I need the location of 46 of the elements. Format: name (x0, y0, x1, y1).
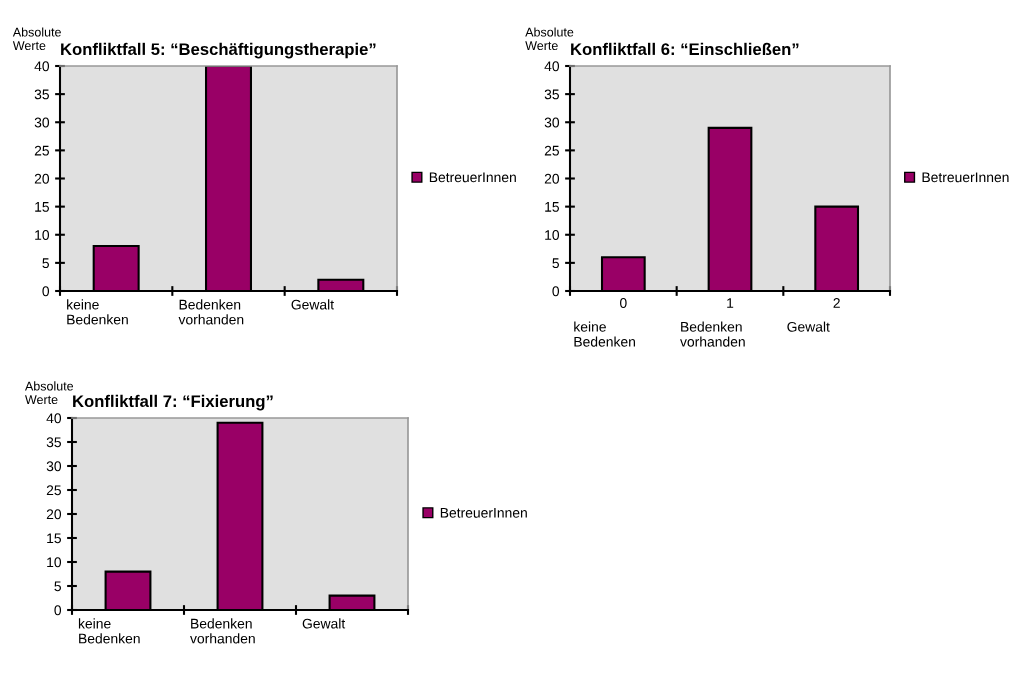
y-tick-label: 40 (544, 61, 560, 72)
y-axis-title: Absolute Werte (12, 27, 61, 51)
y-axis-title: Absolute Werte (24, 381, 74, 405)
y-tick-label: 10 (545, 230, 560, 240)
y-tick-label: 15 (47, 533, 61, 544)
y-tick-label: 30 (34, 117, 50, 128)
legend-label: BetreuerInnen (440, 508, 527, 518)
y-tick-label: 20 (46, 509, 62, 520)
y-tick-label: 40 (34, 61, 50, 72)
y-tick-label: 5 (42, 258, 49, 269)
y-tick-label: 25 (34, 145, 49, 156)
x-tick-label: Gewalt (291, 299, 334, 310)
x-tick-label: Bedenken vorhanden (680, 321, 745, 347)
text: 1 (727, 298, 734, 308)
y-tick-label: 20 (34, 173, 50, 184)
y-tick-label: 35 (544, 89, 559, 100)
y-tick-label: 25 (46, 485, 61, 496)
x-tick-label: Gewalt (787, 321, 830, 332)
x-tick-label: keine Bedenken (67, 299, 128, 325)
y-tick-label: 0 (54, 605, 62, 616)
y-tick-label: 35 (34, 89, 49, 100)
chart-title: Konfliktfall 5: “Beschäftigungstherapie” (61, 42, 376, 59)
y-tick-label: 10 (35, 230, 50, 240)
y-tick-label: 0 (552, 286, 560, 297)
y-tick-label: 5 (54, 581, 61, 592)
legend-label: BetreuerInnen (922, 172, 1009, 183)
x-tick-label: keine Bedenken (78, 618, 140, 644)
legend-label: BetreuerInnen (429, 172, 516, 183)
text: 0 (620, 298, 627, 308)
x-tick-label: Bedenken vorhanden (190, 618, 255, 644)
x-tick-label: Gewalt (302, 618, 346, 629)
y-tick-label: 0 (42, 286, 50, 297)
y-tick-label: 15 (35, 202, 49, 212)
chart-title: Konfliktfall 7: “Fixierung” (73, 394, 273, 411)
text: 2 (833, 298, 840, 308)
y-tick-label: 30 (46, 461, 62, 472)
y-tick-label: 10 (47, 557, 62, 568)
x-tick-label: keine Bedenken (574, 321, 635, 347)
y-tick-label: 25 (544, 145, 559, 156)
y-tick-label: 35 (46, 437, 61, 448)
y-tick-label: 40 (46, 413, 62, 424)
y-tick-label: 20 (544, 173, 560, 184)
x-tick-label: Bedenken vorhanden (178, 299, 244, 325)
y-tick-label: 15 (545, 202, 559, 212)
y-tick-label: 5 (552, 258, 559, 269)
y-tick-label: 30 (544, 117, 560, 128)
